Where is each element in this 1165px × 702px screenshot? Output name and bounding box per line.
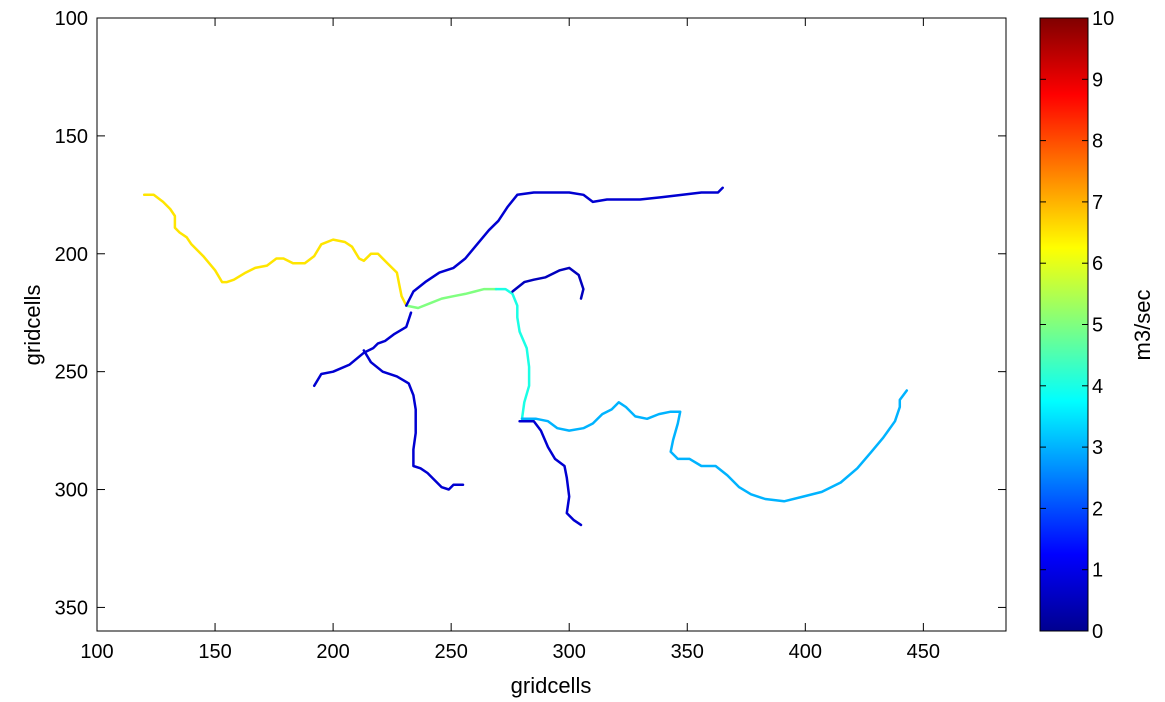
y-axis: 100 150 200 250 300 350: [55, 8, 1006, 619]
stream-segment: [520, 389, 909, 503]
stream-segment: [518, 419, 583, 527]
colorbar: [1039, 17, 1089, 632]
colorbar-tick-label: 0: [1092, 621, 1103, 643]
x-axis: 100 150 200 250 300 350 400 450: [80, 18, 940, 663]
colorbar-tick-label: 8: [1092, 131, 1103, 153]
colorbar-tick-label: 3: [1092, 437, 1103, 459]
x-tick-label: 350: [671, 641, 704, 663]
x-tick-label: 450: [907, 641, 940, 663]
x-tick-label: 300: [553, 641, 586, 663]
colorbar-tick-label: 5: [1092, 315, 1103, 337]
stream-segment: [142, 193, 408, 307]
colorbar-tick-label: 1: [1092, 560, 1103, 582]
y-tick-label: 350: [55, 597, 88, 619]
colorbar-tick-label: 10: [1092, 8, 1114, 30]
stream-segment: [494, 287, 531, 421]
x-tick-label: 200: [316, 641, 349, 663]
stream-network: [142, 186, 909, 527]
y-tick-label: 100: [55, 8, 88, 30]
stream-segment: [362, 349, 465, 491]
colorbar-axis: 0 1 2 3 4 5 6 7 8 9 10: [1040, 8, 1114, 643]
y-tick-label: 200: [55, 244, 88, 266]
stream-segment: [312, 311, 413, 388]
colorbar-tick-label: 9: [1092, 69, 1103, 91]
colorbar-tick-label: 7: [1092, 192, 1103, 214]
stream-segment: [511, 266, 585, 300]
colorbar-label: m3/sec: [1130, 290, 1155, 361]
x-tick-label: 100: [80, 641, 113, 663]
y-axis-label: gridcells: [20, 285, 45, 366]
y-tick-label: 250: [55, 362, 88, 384]
plot-area: [97, 18, 1006, 631]
x-tick-label: 400: [789, 641, 822, 663]
x-tick-label: 150: [198, 641, 231, 663]
colorbar-tick-label: 2: [1092, 498, 1103, 520]
plot-frame: [96, 17, 1007, 632]
colorbar-tick-label: 4: [1092, 376, 1103, 398]
x-tick-label: 250: [434, 641, 467, 663]
y-tick-label: 150: [55, 126, 88, 148]
colorbar-tick-label: 6: [1092, 253, 1103, 275]
stream-segment: [405, 186, 724, 307]
x-axis-label: gridcells: [511, 673, 592, 698]
y-tick-label: 300: [55, 480, 88, 502]
stream-segment: [405, 287, 498, 310]
